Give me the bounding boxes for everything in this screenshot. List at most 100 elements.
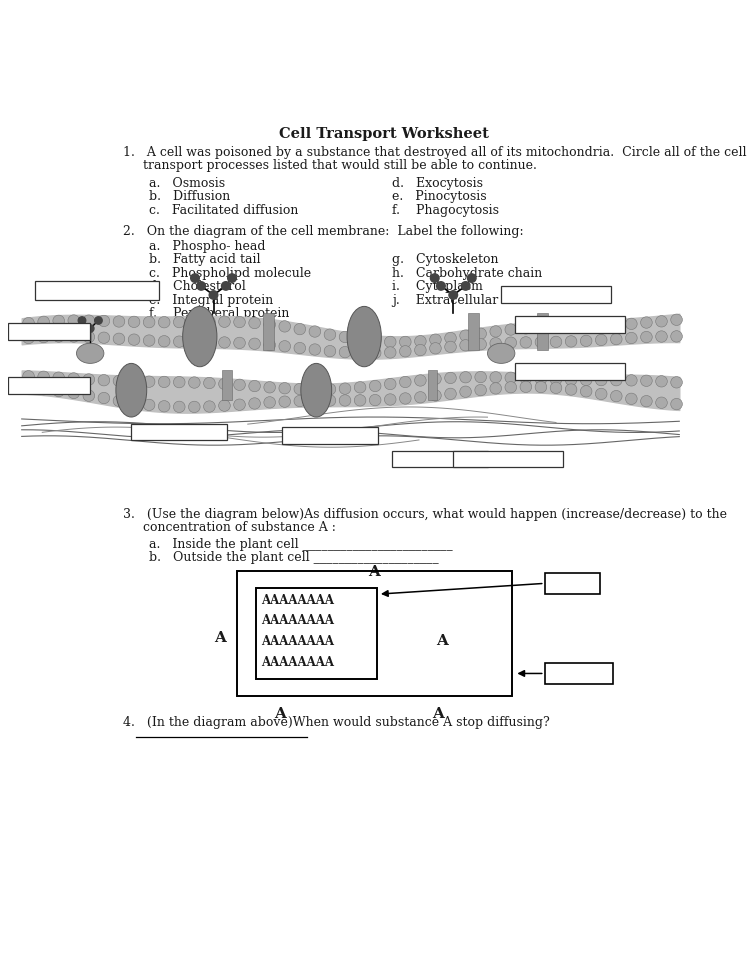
Circle shape [580, 336, 592, 347]
Circle shape [655, 376, 667, 388]
Circle shape [610, 391, 622, 402]
Circle shape [399, 346, 411, 358]
Circle shape [113, 395, 125, 407]
Circle shape [98, 375, 109, 387]
Circle shape [490, 327, 502, 338]
Circle shape [384, 379, 396, 391]
Circle shape [625, 319, 637, 330]
Circle shape [174, 317, 185, 328]
Text: AAAAAAAA: AAAAAAAA [261, 613, 334, 627]
Circle shape [580, 387, 592, 397]
Circle shape [113, 333, 125, 345]
Circle shape [143, 377, 155, 388]
Circle shape [551, 322, 562, 333]
Circle shape [191, 274, 199, 283]
Circle shape [430, 334, 441, 346]
Circle shape [640, 318, 652, 328]
Circle shape [430, 343, 441, 355]
Circle shape [595, 335, 607, 346]
Circle shape [83, 316, 94, 327]
Circle shape [158, 336, 170, 348]
Circle shape [460, 340, 471, 352]
Circle shape [234, 338, 246, 349]
Circle shape [475, 339, 486, 351]
Circle shape [294, 396, 306, 407]
Text: AAAAAAAA: AAAAAAAA [261, 655, 334, 669]
Text: 2.   On the diagram of the cell membrane:  Label the following:: 2. On the diagram of the cell membrane: … [123, 225, 524, 238]
Circle shape [83, 332, 94, 343]
Circle shape [565, 336, 577, 348]
Circle shape [460, 330, 471, 342]
Circle shape [655, 316, 667, 328]
Circle shape [399, 377, 411, 389]
Circle shape [249, 339, 261, 350]
Circle shape [174, 402, 185, 413]
Bar [8, 377, 90, 394]
Circle shape [449, 292, 458, 299]
Circle shape [294, 384, 306, 395]
Circle shape [309, 327, 321, 338]
Circle shape [53, 386, 64, 397]
Circle shape [249, 381, 261, 392]
Circle shape [671, 377, 682, 389]
Bar [35, 282, 159, 300]
Circle shape [535, 337, 547, 349]
Circle shape [475, 385, 486, 396]
Text: d.   Cholesterol: d. Cholesterol [149, 280, 246, 293]
Bar [501, 287, 610, 303]
Text: AAAAAAAA: AAAAAAAA [261, 593, 334, 606]
Circle shape [339, 332, 351, 343]
Circle shape [551, 383, 562, 394]
Circle shape [655, 331, 667, 343]
Circle shape [53, 331, 64, 343]
Circle shape [339, 395, 351, 407]
Circle shape [279, 383, 291, 394]
Circle shape [595, 321, 607, 331]
Circle shape [68, 388, 79, 399]
Circle shape [22, 318, 34, 329]
Circle shape [595, 375, 607, 387]
Circle shape [197, 282, 205, 291]
Circle shape [143, 335, 155, 347]
Circle shape [467, 274, 476, 283]
Circle shape [369, 395, 381, 406]
Circle shape [414, 375, 426, 387]
Bar [428, 371, 437, 401]
Circle shape [445, 389, 456, 400]
Circle shape [671, 399, 682, 410]
Circle shape [204, 337, 215, 349]
Circle shape [414, 392, 426, 403]
Bar [222, 371, 232, 401]
Bar [545, 663, 613, 684]
Circle shape [655, 397, 667, 409]
Text: A: A [437, 634, 449, 647]
Circle shape [369, 336, 381, 347]
Circle shape [264, 340, 276, 352]
Text: Solution: Solution [553, 667, 605, 679]
Text: 4.   (In the diagram above)When would substance A stop diffusing?: 4. (In the diagram above)When would subs… [123, 715, 550, 729]
Circle shape [174, 336, 185, 348]
Bar [256, 588, 377, 679]
Circle shape [430, 391, 441, 402]
Circle shape [143, 400, 155, 411]
Text: b.   Diffusion: b. Diffusion [149, 190, 231, 203]
Circle shape [535, 323, 547, 333]
Text: Cell Transport Worksheet: Cell Transport Worksheet [279, 127, 489, 141]
Text: e.   Integral protein: e. Integral protein [149, 294, 273, 306]
Circle shape [37, 317, 49, 328]
Circle shape [384, 337, 396, 348]
Text: f.    Peripheral protein: f. Peripheral protein [149, 307, 290, 320]
Circle shape [625, 393, 637, 405]
Circle shape [640, 396, 652, 408]
Text: f.    Phagocytosis: f. Phagocytosis [392, 203, 499, 216]
Text: b.   Outside the plant cell ____________________: b. Outside the plant cell ______________… [149, 550, 439, 564]
Circle shape [309, 395, 321, 407]
Text: concentration of substance A :: concentration of substance A : [123, 521, 336, 534]
Bar [263, 314, 274, 351]
Circle shape [399, 393, 411, 405]
Circle shape [505, 382, 517, 393]
Circle shape [461, 282, 470, 291]
Circle shape [445, 342, 456, 354]
Bar [392, 452, 488, 468]
Text: i.    Cytoplasm: i. Cytoplasm [392, 280, 483, 293]
